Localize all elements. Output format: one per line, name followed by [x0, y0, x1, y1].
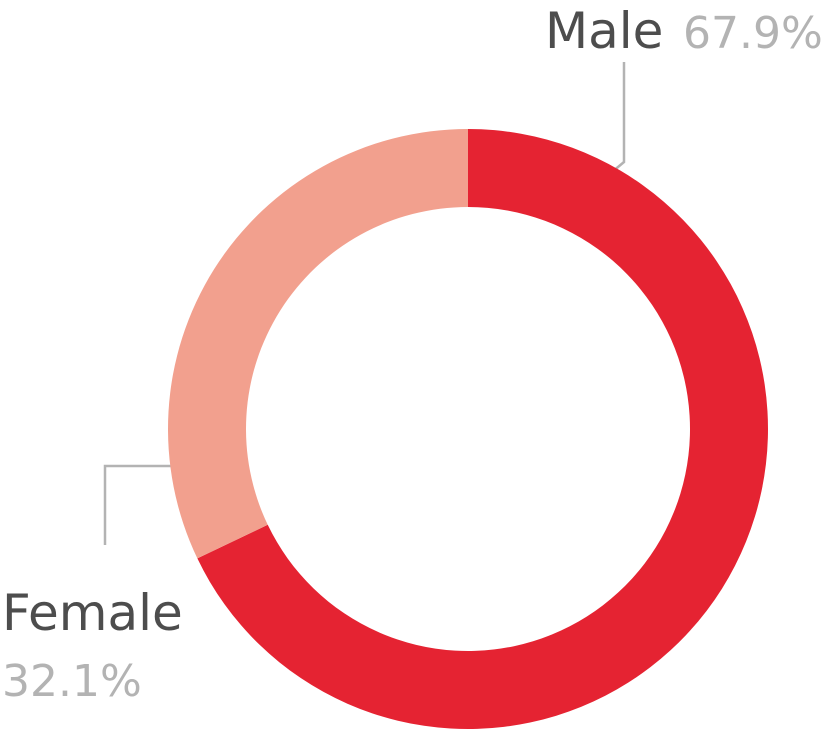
- slice-percent: 32.1%: [2, 656, 142, 707]
- donut-slice: [168, 129, 469, 559]
- slice-label: Female: [2, 584, 183, 642]
- slice-label: Male: [545, 2, 663, 60]
- slice-percent: 67.9%: [683, 8, 823, 59]
